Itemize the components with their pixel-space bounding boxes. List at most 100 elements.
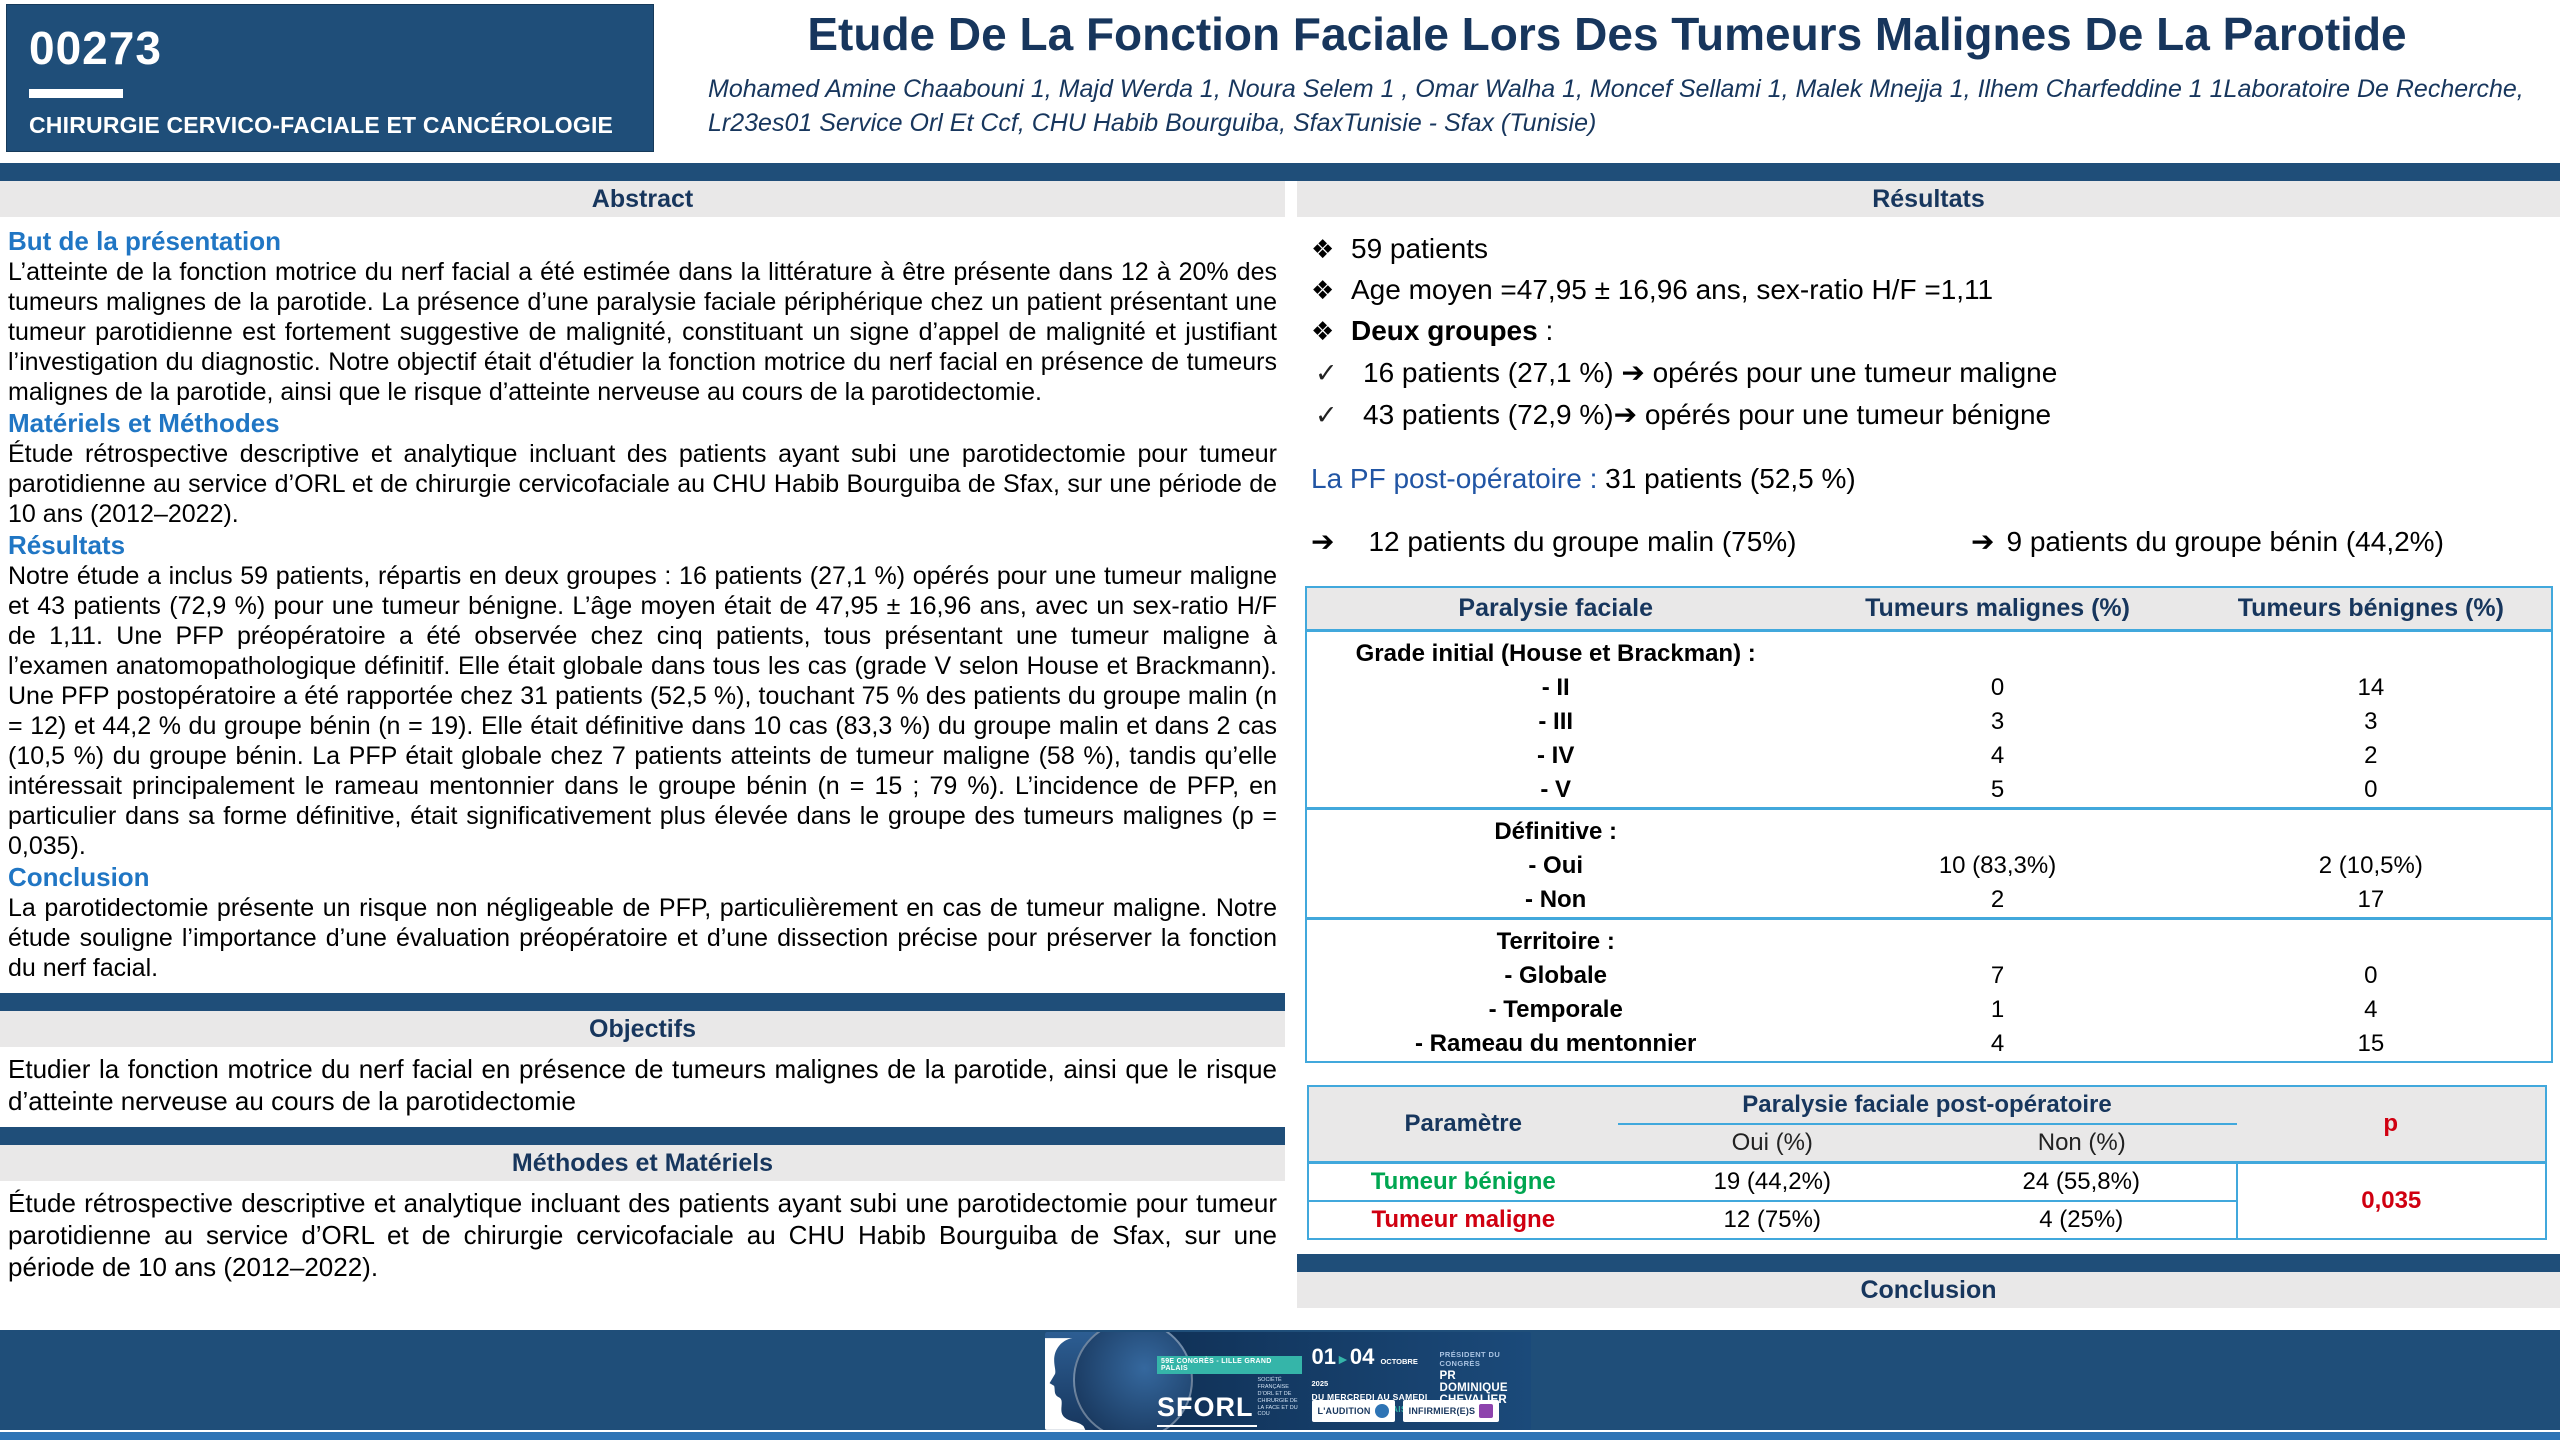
resultats-section-header: Résultats bbox=[1297, 181, 2560, 217]
cell-value: 15 bbox=[2357, 1030, 2385, 1057]
methodes-section-header: Méthodes et Matériels bbox=[0, 1145, 1285, 1181]
bullet-bold-text: Deux groupes bbox=[1351, 315, 1538, 346]
footer-bottom-strip bbox=[0, 1430, 2560, 1440]
cell-value: 4 bbox=[1990, 1030, 2005, 1057]
table-row: - V 5 0 bbox=[1306, 773, 2552, 809]
table-row: - Oui 10 (83,3%) 2 (10,5%) bbox=[1306, 849, 2552, 883]
abstract-subheading: But de la présentation bbox=[8, 226, 282, 256]
cell-value: 0 bbox=[2364, 962, 2378, 989]
bullet-text: Deux groupes : bbox=[1351, 315, 1553, 347]
banner-right-block: 01►04 OCTOBRE 2025 DU MERCREDI AU SAMEDI… bbox=[1302, 1332, 1532, 1430]
row-label: - Temporale bbox=[1488, 996, 1623, 1023]
row-label: - Globale bbox=[1504, 962, 1608, 989]
row-label: - II bbox=[1541, 674, 1570, 701]
results-bullet-list: ❖ 59 patients ❖ Age moyen =47,95 ± 16,96… bbox=[1297, 217, 2560, 431]
row-label: Tumeur bénigne bbox=[1308, 1162, 1618, 1202]
list-item: ➔ 9 patients du groupe bénin (44,2%) bbox=[1971, 525, 2444, 558]
table-row: Tumeur maligne 12 (75%) 4 (25%) bbox=[1308, 1201, 2546, 1239]
section-divider-bar bbox=[1297, 1254, 2560, 1272]
abstract-paragraph: L’atteinte de la fonction motrice du ner… bbox=[8, 258, 1277, 406]
bullet-text: 59 patients bbox=[1351, 233, 1488, 264]
arrow-icon: ➔ bbox=[1971, 526, 1995, 557]
cell-value: 4 bbox=[1990, 742, 2005, 769]
diamond-bullet-icon: ❖ bbox=[1311, 275, 1335, 305]
date-start: 01 bbox=[1311, 1344, 1336, 1369]
cell-value: 2 bbox=[2364, 742, 2378, 769]
abstract-section-header: Abstract bbox=[0, 181, 1285, 217]
badge-chip-icon bbox=[1374, 1404, 1389, 1418]
table-group-row: Grade initial (House et Brackman) : bbox=[1306, 631, 2552, 672]
pf-groups-row: ➔ 12 patients du groupe malin (75%) ➔ 9 … bbox=[1311, 525, 2560, 558]
table-row: - III 3 3 bbox=[1306, 705, 2552, 739]
objectifs-section-header: Objectifs bbox=[0, 1011, 1285, 1047]
row-label: - Non bbox=[1525, 886, 1587, 913]
abstract-subheading: Conclusion bbox=[8, 862, 150, 892]
left-column: Abstract But de la présentation L’attein… bbox=[0, 181, 1285, 1283]
cell-value: 3 bbox=[2364, 708, 2378, 735]
sforl-congress-banner: 59E CONGRÈS - LILLE GRAND PALAIS SFORL S… bbox=[1045, 1332, 1531, 1430]
sforl-logo-subtext: Société Française d’ORL et de Chirurgie … bbox=[1257, 1377, 1298, 1418]
date-arrow-icon: ► bbox=[1335, 1351, 1350, 1367]
row-label: - V bbox=[1540, 776, 1572, 803]
cell-value: 14 bbox=[2357, 674, 2385, 701]
column-header: Paramètre bbox=[1308, 1086, 1618, 1164]
column-header: Tumeurs malignes (%) bbox=[1804, 587, 2191, 632]
table-row: - Non 2 17 bbox=[1306, 883, 2552, 919]
banner-circle-decoration bbox=[1073, 1332, 1193, 1430]
table-row: - Globale 7 0 bbox=[1306, 959, 2552, 993]
group-label: Grade initial (House et Brackman) : bbox=[1355, 640, 1756, 667]
abstract-paragraph: Étude rétrospective descriptive et analy… bbox=[8, 440, 1277, 528]
abstract-body: But de la présentation L’atteinte de la … bbox=[0, 217, 1285, 983]
id-underline-rule bbox=[29, 89, 123, 98]
group-label: Territoire : bbox=[1306, 917, 1805, 959]
infirmieres-badge: INFIRMIER(E)S bbox=[1402, 1400, 1500, 1422]
section-divider-bar bbox=[0, 993, 1285, 1011]
column-header: p bbox=[2236, 1086, 2546, 1164]
check-text: 43 patients (72,9 %)➔ opérés pour une tu… bbox=[1363, 399, 2052, 430]
list-item: ➔ 12 patients du groupe malin (75%) bbox=[1311, 525, 1971, 558]
column-header: Tumeurs bénignes (%) bbox=[2190, 587, 2552, 632]
table-row: Tumeur bénigne 19 (44,2%) 24 (55,8%) 0,0… bbox=[1308, 1162, 2546, 1240]
list-item: ❖ 59 patients bbox=[1311, 233, 2560, 265]
sforl-logo-block: 59E CONGRÈS - LILLE GRAND PALAIS SFORL S… bbox=[1157, 1332, 1302, 1430]
cell-value: 2 (10,5%) bbox=[2318, 852, 2423, 879]
conclusion-section-header: Conclusion bbox=[1297, 1272, 2560, 1308]
table-header-row: Paralysie faciale Tumeurs malignes (%) T… bbox=[1306, 587, 2552, 632]
list-item: ❖ Age moyen =47,95 ± 16,96 ans, sex-rati… bbox=[1311, 274, 2560, 306]
cell-value: 17 bbox=[2357, 886, 2385, 913]
table-row: - IV 4 2 bbox=[1306, 739, 2552, 773]
cell-value: 4 bbox=[2364, 996, 2378, 1023]
date-end: 04 bbox=[1349, 1344, 1375, 1369]
row-label: - Oui bbox=[1528, 852, 1584, 879]
poster-authors: Mohamed Amine Chaabouni 1, Majd Werda 1,… bbox=[708, 74, 2524, 137]
abstract-subheading: Matériels et Méthodes bbox=[8, 408, 280, 438]
checkmark-icon: ✓ bbox=[1315, 358, 1338, 388]
date-month: OCTOBRE 2025 bbox=[1311, 1357, 1418, 1388]
banner-badges: L'AUDITION INFIRMIER(E)S bbox=[1311, 1400, 1500, 1422]
column-subheader: Oui (%) bbox=[1617, 1124, 1927, 1164]
cell-value: 24 (55,8%) bbox=[1927, 1162, 2237, 1202]
abstract-subheading: Résultats bbox=[8, 530, 126, 560]
pvalue-table: Paramètre Paralysie faciale post-opérato… bbox=[1307, 1085, 2547, 1240]
list-item: ✓ 43 patients (72,9 %)➔ opérés pour une … bbox=[1311, 398, 2560, 431]
cell-value: 5 bbox=[1990, 776, 2005, 803]
congress-tag: 59E CONGRÈS - LILLE GRAND PALAIS bbox=[1157, 1356, 1302, 1374]
cell-value: 19 (44,2%) bbox=[1617, 1162, 1927, 1202]
column-subheader: Non (%) bbox=[1927, 1124, 2237, 1164]
row-label: - IV bbox=[1537, 742, 1575, 769]
bullet-suffix: : bbox=[1537, 315, 1554, 346]
arrow-text: 12 patients du groupe malin (75%) bbox=[1368, 526, 1797, 557]
date-days: DU MERCREDI AU SAMEDI bbox=[1311, 1392, 1428, 1402]
diamond-bullet-icon: ❖ bbox=[1311, 316, 1335, 346]
row-label: Tumeur maligne bbox=[1371, 1206, 1556, 1233]
check-text: 16 patients (27,1 %) ➔ opérés pour une t… bbox=[1363, 357, 2058, 388]
audition-badge: L'AUDITION bbox=[1311, 1400, 1395, 1422]
header-divider-bar bbox=[0, 163, 2560, 181]
table-group-row: Définitive : bbox=[1306, 807, 2552, 849]
list-item: ✓ 16 patients (27,1 %) ➔ opérés pour une… bbox=[1311, 356, 2560, 389]
badge-label: L'AUDITION bbox=[1317, 1406, 1371, 1416]
table-row: - II 0 14 bbox=[1306, 671, 2552, 705]
pf-label: La PF post-opératoire : bbox=[1311, 463, 1598, 494]
cell-value: 1 bbox=[1990, 996, 2005, 1023]
table-group-row: Territoire : bbox=[1306, 917, 2552, 959]
